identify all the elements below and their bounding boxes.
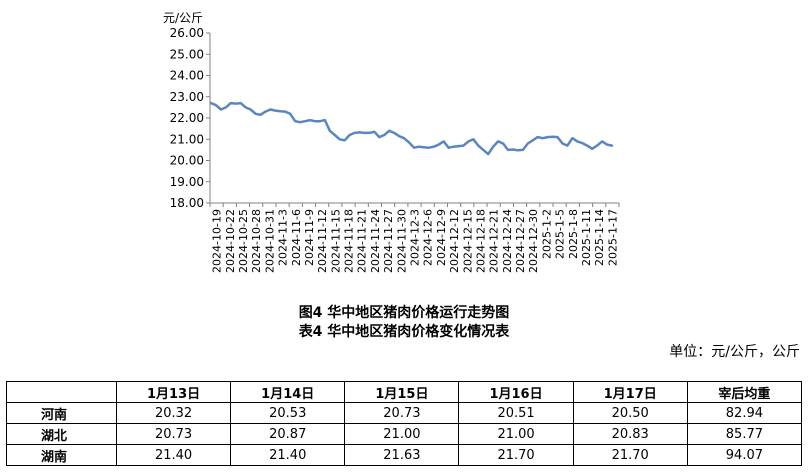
header-cell: 1月17日 [572, 381, 688, 403]
table-row: 湖北 20.73 20.87 21.00 21.00 20.83 85.77 [6, 423, 803, 445]
price-cell: 20.53 [230, 402, 346, 424]
x-tick-label: 2024-10-19 [211, 209, 224, 273]
header-cell: 1月15日 [344, 381, 460, 403]
price-cell: 20.87 [230, 423, 346, 445]
y-tick-label: 24.00 [170, 69, 204, 83]
price-cell: 21.40 [115, 444, 232, 466]
y-tick-label: 21.00 [170, 132, 204, 146]
x-tick-label: 2024-12-30 [527, 209, 540, 273]
y-tick-label: 22.00 [170, 111, 204, 125]
weight-cell: 94.07 [686, 444, 803, 466]
price-cell: 21.70 [572, 444, 688, 466]
price-cell: 21.63 [344, 444, 460, 466]
x-tick-label: 2024-12-9 [435, 209, 448, 266]
weight-cell: 85.77 [686, 423, 803, 445]
y-tick-label: 25.00 [170, 47, 204, 61]
x-tick-label: 2024-10-28 [250, 209, 263, 273]
y-tick-label: 18.00 [170, 196, 204, 210]
price-cell: 21.00 [344, 423, 460, 445]
province-cell: 湖北 [6, 423, 117, 445]
figure-caption: 图4 华中地区猪肉价格运行走势图 [298, 305, 510, 321]
price-cell: 20.50 [572, 402, 688, 424]
x-tick-label: 2024-12-12 [448, 209, 461, 273]
x-tick-label: 2024-11-21 [356, 209, 369, 273]
price-cell: 20.32 [115, 402, 232, 424]
price-cell: 20.73 [344, 402, 460, 424]
x-tick-label: 2025-1-14 [593, 209, 606, 266]
x-tick-label: 2024-11-27 [382, 209, 395, 273]
x-tick-label: 2024-11-24 [369, 209, 382, 273]
table-row: 湖南 21.40 21.40 21.63 21.70 21.70 94.07 [6, 444, 803, 466]
x-tick-label: 2024-10-31 [263, 209, 276, 273]
x-tick-label: 2025-1-2 [540, 209, 553, 259]
x-tick-label: 2024-10-25 [237, 209, 250, 273]
y-tick-label: 19.00 [170, 175, 204, 189]
price-cell: 21.40 [230, 444, 346, 466]
province-cell: 河南 [6, 402, 117, 424]
x-tick-label: 2024-12-6 [422, 209, 435, 266]
x-tick-label: 2024-12-21 [488, 209, 501, 273]
header-cell: 1月14日 [230, 381, 346, 403]
price-line-chart: 元/公斤 18.00 19.00 20.00 21.00 22.00 23.00 24.00 2… [163, 11, 620, 273]
price-table: 1月13日 1月14日 1月15日 1月16日 1月17日 宰后均重 河南 20… [6, 381, 803, 466]
x-tick-label: 2024-11-9 [303, 209, 316, 266]
x-tick-label: 2024-12-3 [409, 209, 422, 266]
header-cell: 宰后均重 [686, 381, 803, 403]
price-cell: 20.51 [458, 402, 574, 424]
x-tick-label: 2024-11-3 [277, 209, 290, 266]
header-cell: 1月13日 [115, 381, 232, 403]
price-cell: 20.73 [115, 423, 232, 445]
x-tick-label: 2024-12-18 [474, 209, 487, 273]
x-tick-label: 2024-11-30 [395, 209, 408, 273]
price-cell: 20.83 [572, 423, 688, 445]
table-row: 河南 20.32 20.53 20.73 20.51 20.50 82.94 [6, 402, 803, 424]
price-cell: 21.70 [458, 444, 574, 466]
x-tick-label: 2024-11-15 [329, 209, 342, 273]
x-tick-label: 2025-1-11 [580, 209, 593, 266]
y-tick-label: 26.00 [170, 26, 204, 40]
price-cell: 21.00 [458, 423, 574, 445]
x-tick-label: 2024-11-18 [343, 209, 356, 273]
x-tick-label: 2025-1-5 [554, 209, 567, 259]
price-series-line [209, 101, 614, 156]
header-cell: 1月16日 [458, 381, 574, 403]
x-tick-label: 2024-11-6 [290, 209, 303, 266]
table-caption: 表4 华中地区猪肉价格变化情况表 [298, 324, 510, 340]
x-tick-label: 2024-12-24 [501, 209, 514, 273]
header-cell [6, 381, 117, 403]
y-axis-label: 元/公斤 [163, 11, 203, 25]
x-tick-label: 2024-12-27 [514, 209, 527, 273]
province-cell: 湖南 [6, 444, 117, 466]
table-header-row: 1月13日 1月14日 1月15日 1月16日 1月17日 宰后均重 [6, 381, 803, 403]
x-tick-label: 2024-10-22 [224, 209, 237, 273]
x-tick-label: 2024-11-12 [316, 209, 329, 273]
unit-label: 单位：元/公斤，公斤 [669, 344, 800, 360]
x-tick-label: 2024-12-15 [461, 209, 474, 273]
y-tick-label: 20.00 [170, 154, 204, 168]
weight-cell: 82.94 [686, 402, 803, 424]
x-tick-label: 2025-1-8 [567, 209, 580, 259]
y-tick-label: 23.00 [170, 90, 204, 104]
x-tick-label: 2025-1-17 [606, 209, 619, 266]
